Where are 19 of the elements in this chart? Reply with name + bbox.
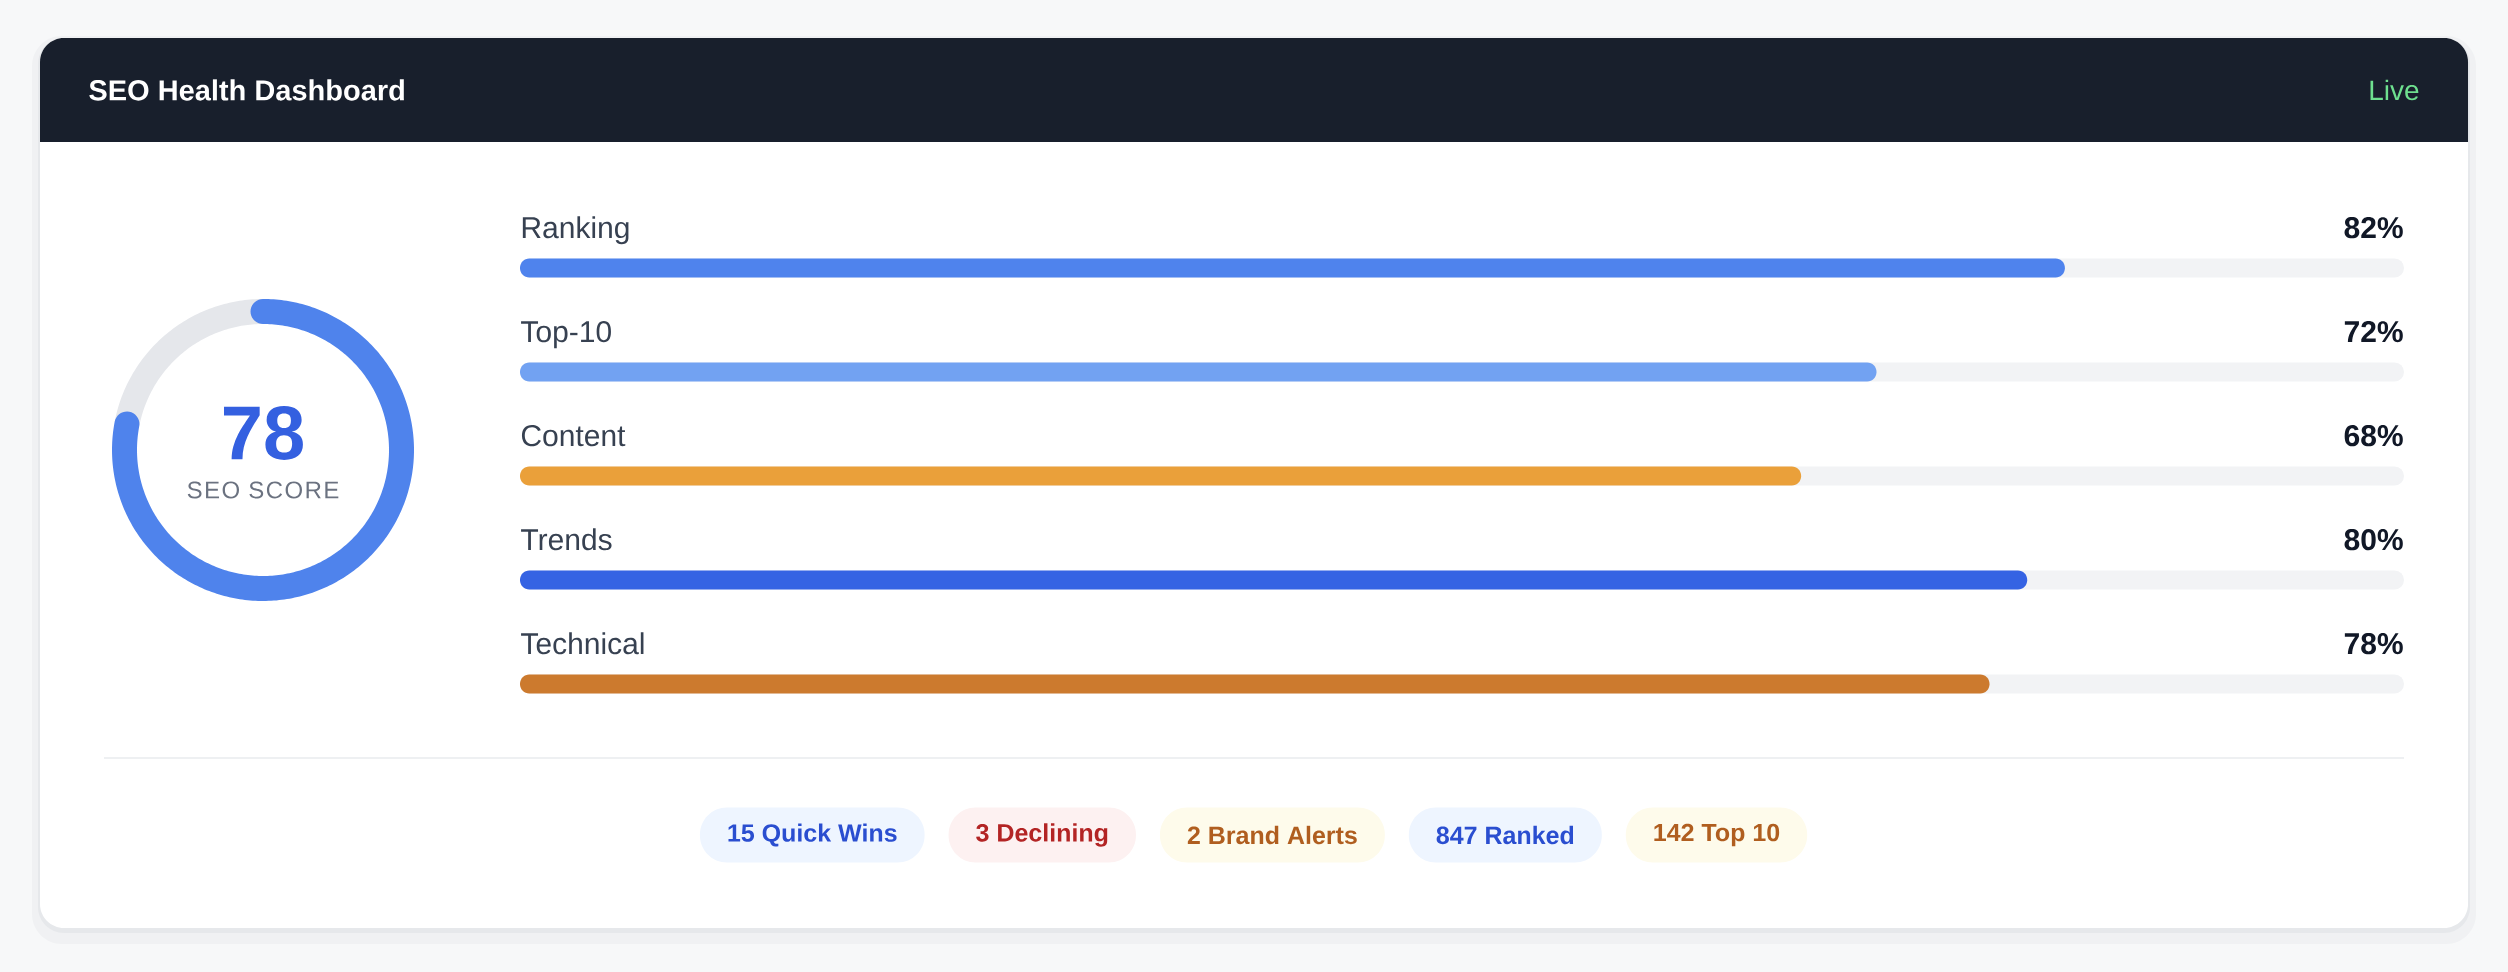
category-label: Content (521, 425, 626, 447)
text: Live (2370, 79, 2419, 101)
text: 142 Top 10 (1654, 823, 1780, 847)
text: 3 Declining (976, 823, 1108, 847)
data-label: 78 (224, 406, 303, 460)
text: SEO SCORE (187, 481, 339, 499)
text: 15 Quick Wins (728, 823, 897, 847)
data-label: 80% (2344, 529, 2403, 551)
data-label: 82% (2344, 217, 2403, 239)
category-label: Ranking (522, 216, 629, 245)
text: 2 Brand Alerts (1187, 825, 1357, 845)
category-label: Top-10 (521, 321, 611, 349)
data-label: 68% (2344, 425, 2403, 447)
category-label: Technical (521, 632, 644, 655)
data-label: 72% (2344, 321, 2403, 343)
text: SEO Health Dashboard (89, 79, 404, 101)
text: 847 Ranked (1436, 825, 1574, 845)
category-label: Trends (521, 528, 612, 551)
data-label: 78% (2344, 633, 2403, 655)
